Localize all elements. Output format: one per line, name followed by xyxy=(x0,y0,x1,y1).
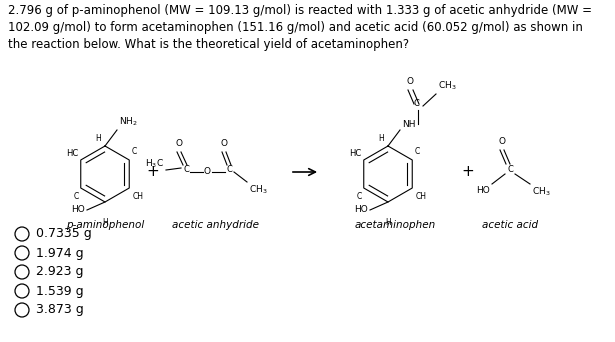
Text: O: O xyxy=(175,139,183,148)
Text: HO: HO xyxy=(354,206,368,214)
Text: 2.923 g: 2.923 g xyxy=(36,265,84,278)
Text: C: C xyxy=(415,147,419,156)
Text: CH: CH xyxy=(415,192,426,201)
Text: H: H xyxy=(378,134,384,143)
Text: 1.539 g: 1.539 g xyxy=(36,285,84,298)
Text: CH: CH xyxy=(132,192,143,201)
Text: C: C xyxy=(507,166,513,174)
Text: 0.7335 g: 0.7335 g xyxy=(36,227,92,240)
Text: acetaminophen: acetaminophen xyxy=(354,220,435,230)
Text: CH$_3$: CH$_3$ xyxy=(438,79,456,92)
Text: CH$_3$: CH$_3$ xyxy=(249,184,268,197)
Text: NH$_2$: NH$_2$ xyxy=(119,116,138,128)
Text: C: C xyxy=(131,147,137,156)
Text: O: O xyxy=(407,77,413,86)
Text: C: C xyxy=(74,192,79,201)
Text: C: C xyxy=(357,192,362,201)
Text: acetic anhydride: acetic anhydride xyxy=(172,220,258,230)
Text: HO: HO xyxy=(71,206,85,214)
Text: 2.796 g of p-aminophenol (MW = 109.13 g/mol) is reacted with 1.333 g of acetic a: 2.796 g of p-aminophenol (MW = 109.13 g/… xyxy=(8,4,592,51)
Text: +: + xyxy=(146,165,159,180)
Text: C: C xyxy=(183,166,189,174)
Text: H$_3$C: H$_3$C xyxy=(145,158,164,170)
Text: HO: HO xyxy=(476,186,490,195)
Text: CH$_3$: CH$_3$ xyxy=(532,186,550,198)
Text: O: O xyxy=(204,168,210,176)
Text: H: H xyxy=(385,218,391,227)
Text: O: O xyxy=(221,139,228,148)
Text: H: H xyxy=(102,218,108,227)
Text: acetic acid: acetic acid xyxy=(482,220,538,230)
Text: H: H xyxy=(95,134,101,143)
Text: O: O xyxy=(499,137,506,146)
Text: C: C xyxy=(413,99,419,108)
Text: NH: NH xyxy=(402,120,416,129)
Text: HC: HC xyxy=(66,149,79,158)
Text: 1.974 g: 1.974 g xyxy=(36,247,84,260)
Text: p-aminophenol: p-aminophenol xyxy=(66,220,144,230)
Text: HC: HC xyxy=(349,149,362,158)
Text: C: C xyxy=(226,166,232,174)
Text: +: + xyxy=(462,165,474,180)
Text: 3.873 g: 3.873 g xyxy=(36,303,84,316)
